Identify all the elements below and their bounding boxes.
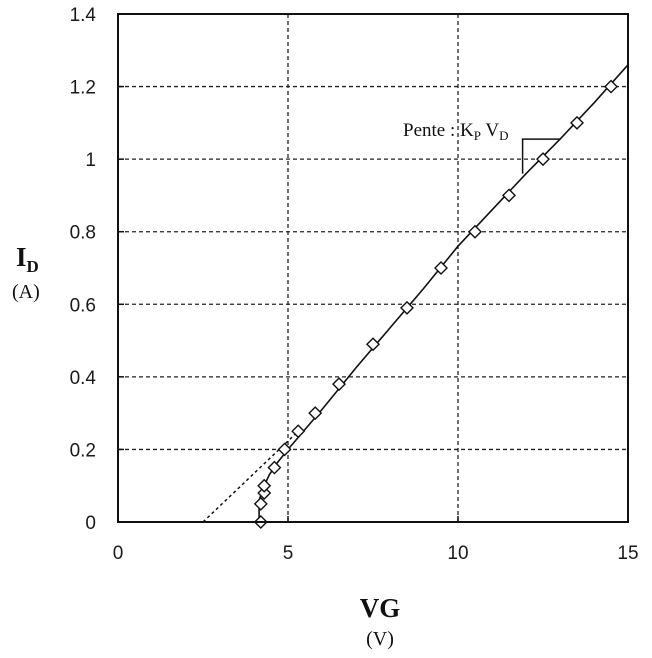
annotation-sub-p: P (474, 128, 481, 143)
y-axis-title-main: I (16, 242, 27, 272)
data-point (257, 478, 272, 493)
data-point (257, 485, 272, 500)
x-tick-label: 5 (283, 543, 294, 564)
y-tick-label: 1.2 (70, 78, 96, 99)
y-tick-label: 0.2 (70, 440, 96, 461)
data-point (468, 224, 482, 239)
data-point (570, 115, 584, 130)
data-point (502, 188, 516, 203)
x-tick-labels: 0 5 10 15 (113, 516, 639, 564)
y-tick-label: 0.4 (70, 368, 97, 389)
x-tick-label: 10 (447, 543, 468, 564)
fit-line (258, 64, 629, 522)
y-axis-unit: (A) (12, 281, 40, 303)
annotation-mid: V (481, 120, 499, 141)
data-point (308, 406, 323, 421)
data-point (291, 424, 306, 439)
x-axis-unit: (V) (366, 628, 394, 650)
data-point (604, 79, 618, 94)
data-point (400, 300, 414, 315)
x-axis-title: VG (360, 593, 401, 623)
plot-frame (117, 13, 629, 523)
data-point (536, 152, 550, 167)
data-point (277, 442, 292, 457)
x-tick-label: 0 (113, 543, 124, 564)
data-point (366, 337, 380, 352)
data-point (332, 377, 346, 392)
data-point (434, 261, 448, 275)
y-tick-labels: 0 0.2 0.4 0.6 0.8 1 1.2 1.4 (70, 5, 124, 534)
slope-annotation: Pente : KP VD (403, 120, 508, 143)
slope-triangle (521, 138, 560, 174)
y-axis-title: ID (16, 242, 39, 276)
y-axis-title-sub: D (27, 257, 39, 276)
y-tick-label: 0.6 (70, 295, 96, 316)
data-points (253, 79, 618, 529)
annotation-sub-d: D (499, 128, 508, 143)
annotation-text: Pente : K (403, 120, 474, 141)
data-point (267, 460, 282, 475)
y-tick-label: 1 (85, 150, 96, 171)
data-point (253, 496, 268, 511)
y-tick-label: 0 (85, 513, 96, 534)
x-tick-label: 15 (617, 543, 638, 564)
grid-lines (118, 14, 628, 522)
y-tick-label: 1.4 (70, 5, 97, 26)
y-tick-label: 0.8 (70, 223, 96, 244)
